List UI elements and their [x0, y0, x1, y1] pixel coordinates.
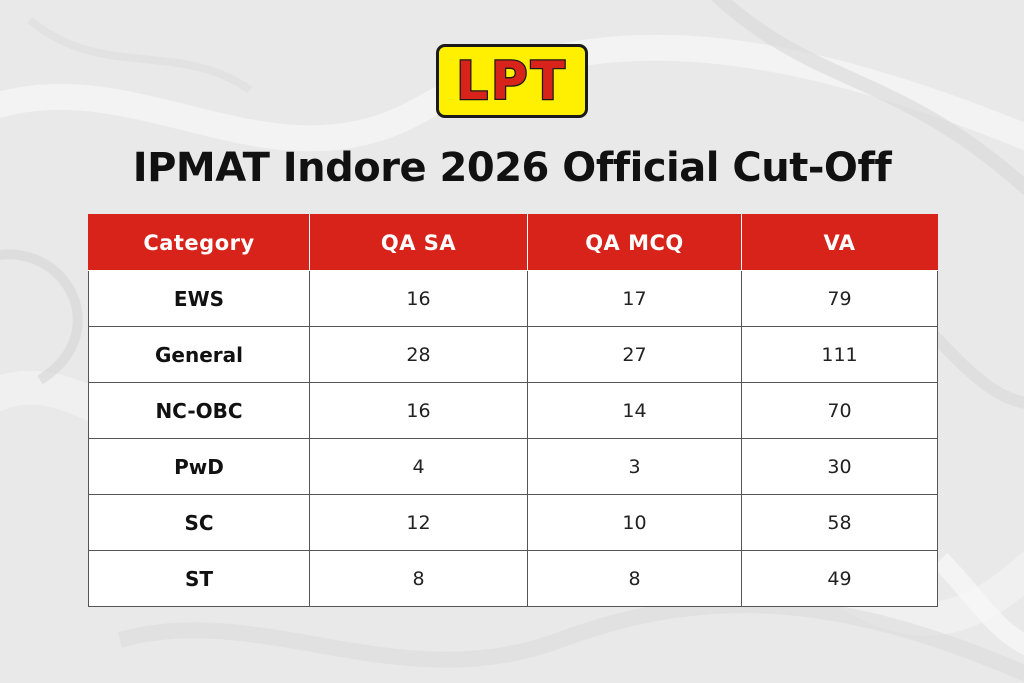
qa-mcq-cell: 3: [527, 438, 742, 495]
qa-mcq-cell: 8: [527, 550, 742, 607]
header-qa-sa: QA SA: [309, 214, 528, 271]
table-row: SC 12 10 58: [88, 494, 938, 551]
va-cell: 49: [741, 550, 938, 607]
qa-mcq-cell: 27: [527, 326, 742, 383]
qa-sa-cell: 12: [309, 494, 528, 551]
category-cell: SC: [88, 494, 310, 551]
va-cell: 70: [741, 382, 938, 439]
qa-mcq-cell: 10: [527, 494, 742, 551]
qa-sa-cell: 8: [309, 550, 528, 607]
table-row: EWS 16 17 79: [88, 270, 938, 327]
lpt-logo: LPT: [436, 44, 588, 118]
va-cell: 79: [741, 270, 938, 327]
table-row: PwD 4 3 30: [88, 438, 938, 495]
cutoff-table: Category QA SA QA MCQ VA EWS 16 17 79 Ge…: [88, 214, 938, 607]
logo-text: LPT: [455, 50, 568, 112]
qa-sa-cell: 4: [309, 438, 528, 495]
category-cell: ST: [88, 550, 310, 607]
va-cell: 111: [741, 326, 938, 383]
category-cell: General: [88, 326, 310, 383]
category-cell: NC-OBC: [88, 382, 310, 439]
header-qa-mcq: QA MCQ: [527, 214, 742, 271]
qa-mcq-cell: 14: [527, 382, 742, 439]
header-va: VA: [741, 214, 938, 271]
table-row: ST 8 8 49: [88, 550, 938, 607]
header-category: Category: [88, 214, 310, 271]
va-cell: 58: [741, 494, 938, 551]
qa-sa-cell: 28: [309, 326, 528, 383]
qa-sa-cell: 16: [309, 270, 528, 327]
page-title: IPMAT Indore 2026 Official Cut-Off: [132, 145, 892, 191]
category-cell: PwD: [88, 438, 310, 495]
table-row: General 28 27 111: [88, 326, 938, 383]
qa-mcq-cell: 17: [527, 270, 742, 327]
table-row: NC-OBC 16 14 70: [88, 382, 938, 439]
va-cell: 30: [741, 438, 938, 495]
table-header-row: Category QA SA QA MCQ VA: [88, 214, 938, 271]
qa-sa-cell: 16: [309, 382, 528, 439]
category-cell: EWS: [88, 270, 310, 327]
